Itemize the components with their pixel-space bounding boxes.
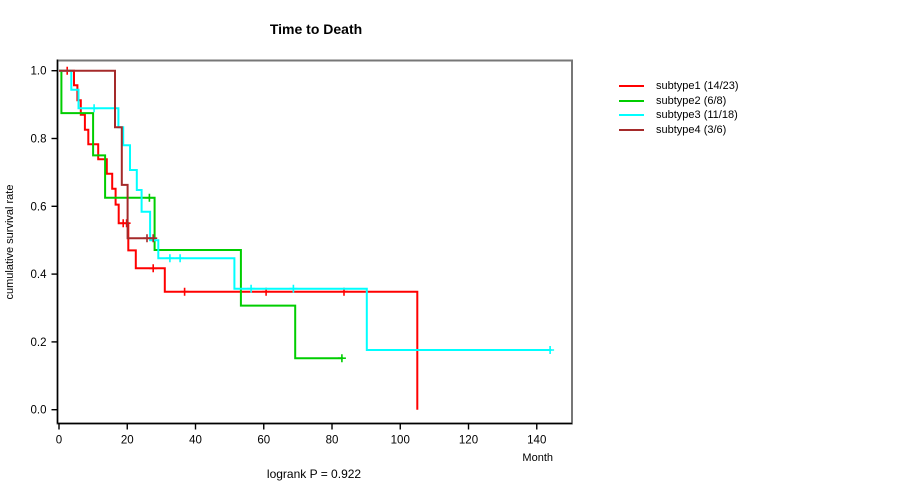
chart-title: Time to Death [269,21,363,37]
legend-label-subtype2: subtype2 (6/8) [656,94,727,107]
legend-item-subtype3: subtype3 (11/18) [619,108,739,123]
survival-step-line-subtype1 [59,69,419,410]
survival-curve-subtype2 [59,69,346,363]
x-tick-label: 40 [189,435,202,447]
legend-line-subtype2 [619,99,644,102]
survival-step-line-subtype2 [59,69,343,360]
survival-curve-subtype4 [59,69,158,243]
x-tick-label: 0 [56,435,62,447]
y-tick-label: 0.6 [31,201,47,213]
y-tick-label: 0.0 [31,405,47,417]
legend-label-subtype4: subtype4 (3/6) [656,124,727,137]
x-tick-label: 120 [459,435,478,447]
x-tick-label: 100 [391,435,410,447]
legend-label-subtype3: subtype3 (11/18) [656,109,738,122]
x-axis-unit-label: Month [522,452,553,464]
legend-item-subtype1: subtype1 (14/23) [619,79,739,94]
legend-item-subtype4: subtype4 (3/6) [619,123,739,138]
y-tick-label: 0.8 [31,134,47,146]
survival-curve-subtype1 [59,66,419,410]
x-tick-label: 60 [257,435,270,447]
y-tick-label: 0.4 [31,269,48,281]
y-axis-ticks: 0.0 0.2 0.4 0.6 0.8 1.0 [31,66,58,417]
y-axis-title: cumulative survival rate [4,184,16,300]
y-tick-label: 1.0 [31,66,47,78]
plot-box [56,59,573,425]
x-tick-label: 80 [326,435,339,447]
legend-item-subtype2: subtype2 (6/8) [619,94,739,109]
survival-step-line-subtype3 [59,69,552,351]
legend: subtype1 (14/23) subtype2 (6/8) subtype3… [619,79,739,137]
logrank-p-annotation: logrank P = 0.922 [266,467,362,481]
censor-marks-subtype4 [143,234,158,243]
legend-line-subtype4 [619,129,644,132]
x-tick-label: 140 [527,435,546,447]
survival-step-line-subtype4 [59,69,155,240]
axes [56,59,572,425]
survival-curve-subtype3 [59,69,555,354]
censor-marks-subtype3 [90,104,555,354]
legend-label-subtype1: subtype1 (14/23) [656,80,739,93]
x-tick-label: 20 [121,435,134,447]
legend-line-subtype1 [619,85,644,88]
legend-line-subtype3 [619,114,644,117]
censor-marks-subtype2 [145,193,346,363]
x-axis-ticks: 0 20 40 60 80 100 120 140 [56,423,546,447]
y-tick-label: 0.2 [31,337,47,349]
